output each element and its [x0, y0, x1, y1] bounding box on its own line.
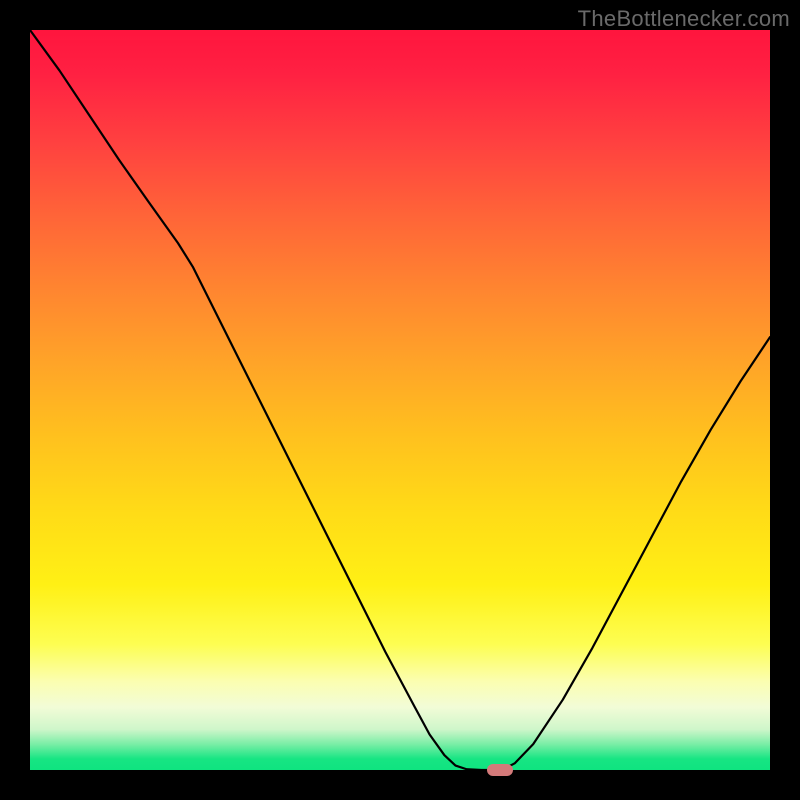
- curve-path: [30, 30, 770, 770]
- optimal-point-marker: [487, 764, 513, 776]
- bottleneck-curve: [0, 0, 800, 800]
- chart-container: { "figure": { "type": "line", "canvas": …: [0, 0, 800, 800]
